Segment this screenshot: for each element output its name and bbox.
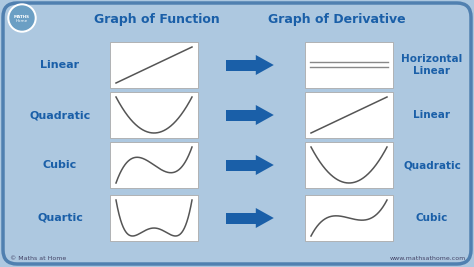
Bar <box>226 109 256 120</box>
Bar <box>305 142 393 188</box>
Text: Quadratic: Quadratic <box>29 110 91 120</box>
Text: Graph of Derivative: Graph of Derivative <box>268 14 405 26</box>
Bar <box>110 42 198 88</box>
Bar <box>110 92 198 138</box>
Bar <box>305 42 393 88</box>
Bar <box>226 60 256 70</box>
Text: Cubic: Cubic <box>43 160 77 170</box>
Bar <box>226 159 256 171</box>
Text: © Maths at Home: © Maths at Home <box>10 256 66 261</box>
Text: Quadratic: Quadratic <box>403 160 461 170</box>
Polygon shape <box>256 105 274 125</box>
Bar <box>110 142 198 188</box>
Text: Cubic: Cubic <box>416 213 448 223</box>
Circle shape <box>10 6 34 30</box>
Text: Home: Home <box>16 19 28 23</box>
Polygon shape <box>256 55 274 75</box>
Polygon shape <box>256 208 274 228</box>
Text: www.mathsathome.com: www.mathsathome.com <box>390 256 466 261</box>
Text: Graph of Function: Graph of Function <box>93 14 219 26</box>
Bar <box>226 213 256 223</box>
Text: Horizontal
Linear: Horizontal Linear <box>401 54 463 76</box>
Text: Linear: Linear <box>40 60 80 70</box>
Text: Linear: Linear <box>413 110 450 120</box>
Bar <box>305 92 393 138</box>
FancyBboxPatch shape <box>3 3 471 264</box>
Polygon shape <box>256 155 274 175</box>
Bar <box>305 195 393 241</box>
Circle shape <box>8 4 36 32</box>
Text: MATHS: MATHS <box>14 15 30 19</box>
Bar <box>110 195 198 241</box>
Text: Quartic: Quartic <box>37 213 83 223</box>
